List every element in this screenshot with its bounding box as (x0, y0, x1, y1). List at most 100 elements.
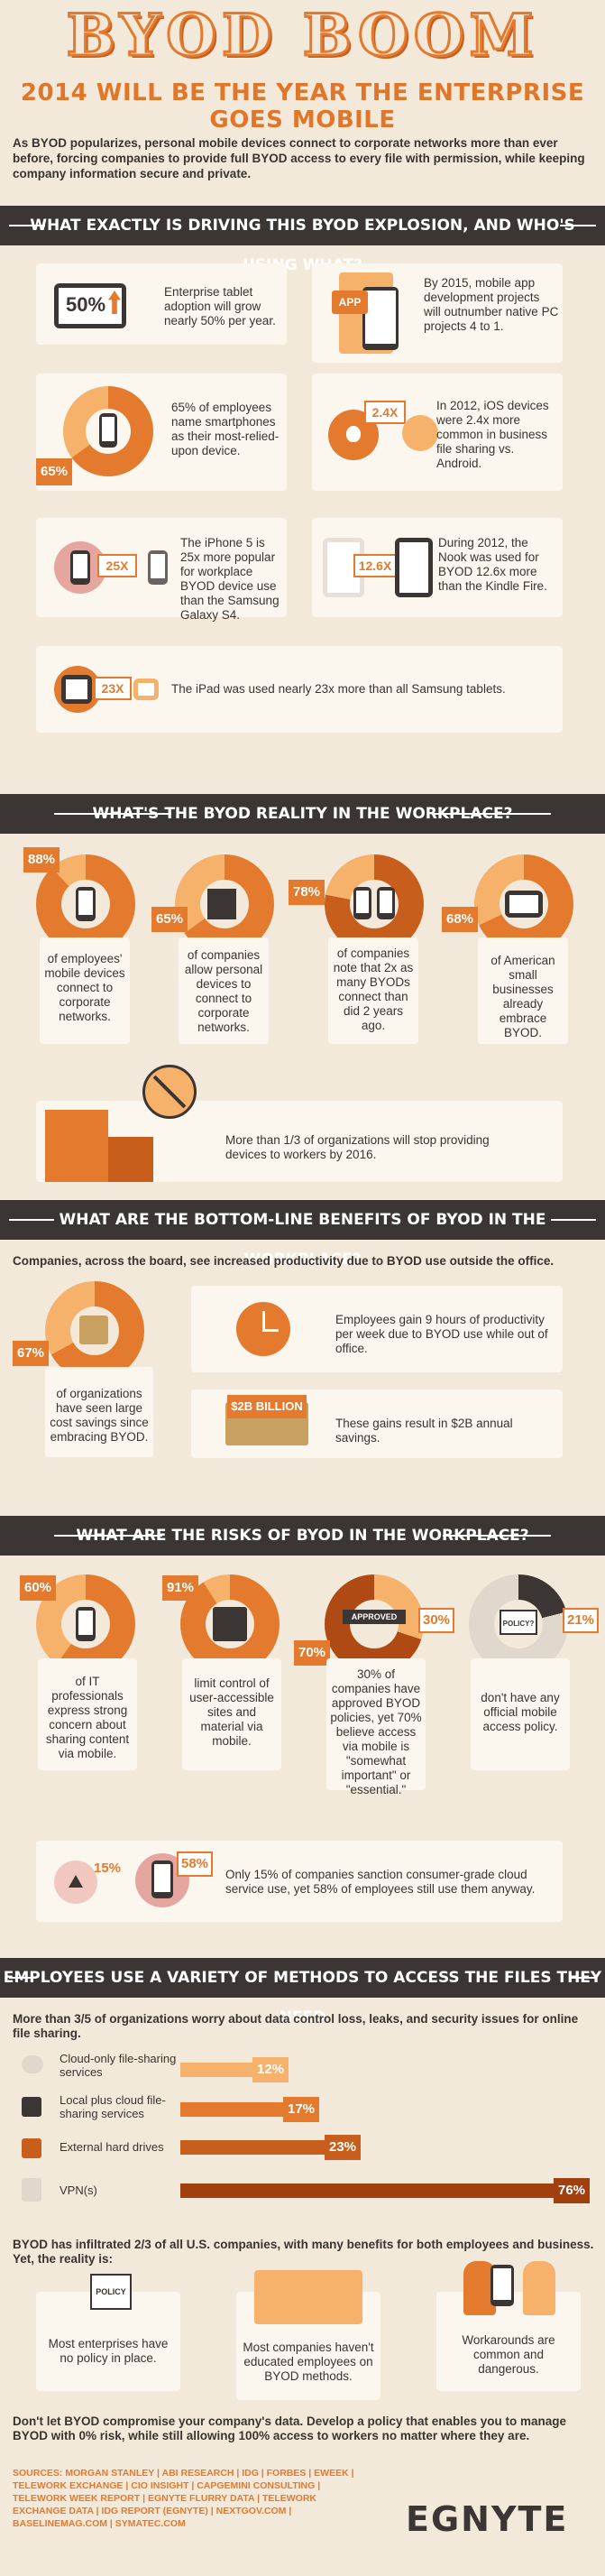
section1-heading: WHAT EXACTLY IS DRIVING THIS BYOD EXPLOS… (0, 206, 605, 274)
tablet-icon (133, 679, 159, 700)
section5-heading: EMPLOYEES USE A VARIETY OF METHODS TO AC… (0, 1958, 605, 2027)
building-icon (207, 889, 236, 919)
approved-sign: APPROVED (343, 1610, 406, 1624)
vpn-icon (22, 2178, 41, 2202)
phone-icon (377, 887, 395, 919)
ios-card: 2.4X In 2012, iOS devices were 2.4x more… (312, 374, 563, 491)
method-label-4: VPN(s) (60, 2184, 97, 2197)
method-value-4: 76% (554, 2178, 590, 2203)
section3-heading: WHAT ARE THE BOTTOM-LINE BENEFITS OF BYO… (0, 1200, 605, 1269)
methods-lead: More than 3/5 of organizations worry abo… (13, 2012, 579, 2040)
methods-chart: Cloud-only file-sharing services 12% Loc… (13, 2046, 594, 2227)
sources-text: SOURCES: MORGAN STANLEY | ABI RESEARCH |… (13, 2468, 354, 2529)
stop-providing-text: More than 1/3 of organizations will stop… (225, 1133, 490, 1161)
phone-icon (362, 287, 399, 350)
smartphones-card: 65% 65% of employees name smartphones as… (36, 374, 287, 491)
policy-sign: POLICY? (500, 1610, 537, 1635)
risk-badge-1: 60% (20, 1575, 56, 1601)
ios-text: In 2012, iOS devices were 2.4x more comm… (436, 399, 549, 470)
egnyte-logo: EGNYTE (406, 2499, 569, 2539)
smartphones-badge: 65% (36, 458, 72, 485)
stop-providing-card: More than 1/3 of organizations will stop… (36, 1065, 563, 1182)
building-icon (45, 1110, 108, 1182)
risk-badge-4: 21% (563, 1608, 599, 1633)
computer-icon (22, 2097, 41, 2117)
reality-badge-3: 78% (289, 880, 325, 905)
reality-badge-4: 68% (442, 907, 478, 932)
method-label-3: External hard drives (60, 2140, 164, 2154)
risk-badge-3b: 30% (418, 1608, 454, 1633)
app-dev-card: APP By 2015, mobile app development proj… (312, 263, 563, 363)
ipad-badge: 23X (94, 677, 132, 700)
browser-icon (213, 1607, 247, 1641)
method-bar-1 (180, 2063, 261, 2077)
nook-text: During 2012, the Nook was used for BYOD … (438, 536, 547, 593)
building-icon (108, 1137, 153, 1182)
ipad-card: 23X The iPad was used nearly 23x more th… (36, 646, 563, 733)
reality-stats: 88% of employees' mobile devices connect… (18, 844, 584, 1051)
reality-text-3: Workarounds are common and dangerous. (462, 2333, 555, 2376)
reality-text-2: Most companies haven't educated employee… (243, 2341, 374, 2383)
tablet-adoption-card: 50% Enterprise tablet adoption will grow… (36, 263, 287, 345)
reality-text-2: of companies allow personal devices to c… (184, 948, 263, 1034)
method-value-3: 23% (325, 2135, 361, 2160)
method-bar-4 (180, 2184, 559, 2198)
method-bar-2 (180, 2102, 292, 2117)
hand-icon (523, 2261, 555, 2315)
tablet-icon (505, 891, 543, 918)
risk-badge-2: 91% (162, 1575, 198, 1601)
reality-card-2: Most companies haven't educated employee… (236, 2270, 380, 2400)
policy-sign: POLICY (90, 2274, 132, 2310)
nook-badge: 12.6X (353, 554, 397, 577)
cloud-icon (22, 2055, 43, 2073)
risk-text-3: 30% of companies have approved BYOD poli… (330, 1667, 422, 1796)
section4-heading: WHAT ARE THE RISKS OF BYOD IN THE WORKPL… (0, 1516, 605, 1556)
tablet-adoption-badge: 50% (66, 293, 106, 316)
iphone-badge: 25X (97, 554, 137, 577)
phone-icon (148, 550, 168, 585)
tablet-icon (61, 675, 92, 704)
smartphones-text: 65% of employees name smartphones as the… (171, 401, 280, 457)
savings-badge: 67% (13, 1341, 49, 1366)
billion-badge: $2B BILLION (227, 1395, 307, 1418)
intro-paragraph: As BYOD popularizes, personal mobile dev… (13, 136, 585, 180)
method-label-2: Local plus cloud file-sharing services (60, 2093, 166, 2120)
app-dev-text: By 2015, mobile app development projects… (424, 276, 559, 333)
infographic-subtitle: 2014 WILL BE THE YEAR THE ENTERPRISE GOE… (20, 79, 585, 134)
kindle-icon (395, 538, 433, 597)
hours-card: Employees gain 9 hours of productivity p… (191, 1286, 563, 1372)
hours-text: Employees gain 9 hours of productivity p… (335, 1313, 548, 1355)
cloud-text: Only 15% of companies sanction consumer-… (225, 1868, 536, 1896)
infographic-title: BYOD BOOM (65, 1, 539, 71)
phone-icon (70, 550, 90, 585)
method-label-1: Cloud-only file-sharing services (60, 2052, 177, 2079)
hard-drive-icon (22, 2138, 41, 2158)
iphone-card: 25X The iPhone 5 is 25x more popular for… (36, 518, 287, 622)
android-icon (402, 415, 438, 451)
ios-badge: 2.4X (364, 401, 406, 424)
phone-icon (490, 2265, 514, 2306)
reality-text-1: Most enterprises have no policy in place… (48, 2337, 169, 2365)
reality-card-1: POLICY Most enterprises have no policy i… (36, 2274, 180, 2391)
billion-card: $2B BILLION These gains result in $2B an… (191, 1390, 563, 1458)
method-value-2: 17% (283, 2097, 319, 2122)
savings-text: of organizations have seen large cost sa… (50, 1387, 149, 1444)
app-badge: APP (332, 291, 368, 314)
section2-heading: WHAT'S THE BYOD REALITY IN THE WORKPLACE… (0, 794, 605, 834)
reality-text-1: of employees' mobile devices connect to … (44, 952, 125, 1023)
ipad-text: The iPad was used nearly 23x more than a… (171, 682, 506, 696)
reality-card-3: Workarounds are common and dangerous. (436, 2261, 581, 2391)
phone-icon (76, 887, 96, 921)
method-bar-3 (180, 2140, 334, 2155)
phone-icon (151, 1860, 173, 1898)
method-value-1: 12% (252, 2057, 289, 2082)
reality-badge-1: 88% (23, 847, 60, 873)
cloud-badge-2: 58% (177, 1851, 213, 1877)
risk-text-1: of IT professionals express strong conce… (45, 1675, 130, 1760)
billion-text: These gains result in $2B annual savings… (335, 1417, 513, 1445)
reality-text-4: of American small businesses already emb… (490, 954, 555, 1039)
benefits-lead: Companies, across the board, see increas… (13, 1254, 555, 1268)
phone-icon (353, 887, 371, 919)
phone-icon (99, 413, 117, 448)
phone-icon (76, 1607, 96, 1641)
